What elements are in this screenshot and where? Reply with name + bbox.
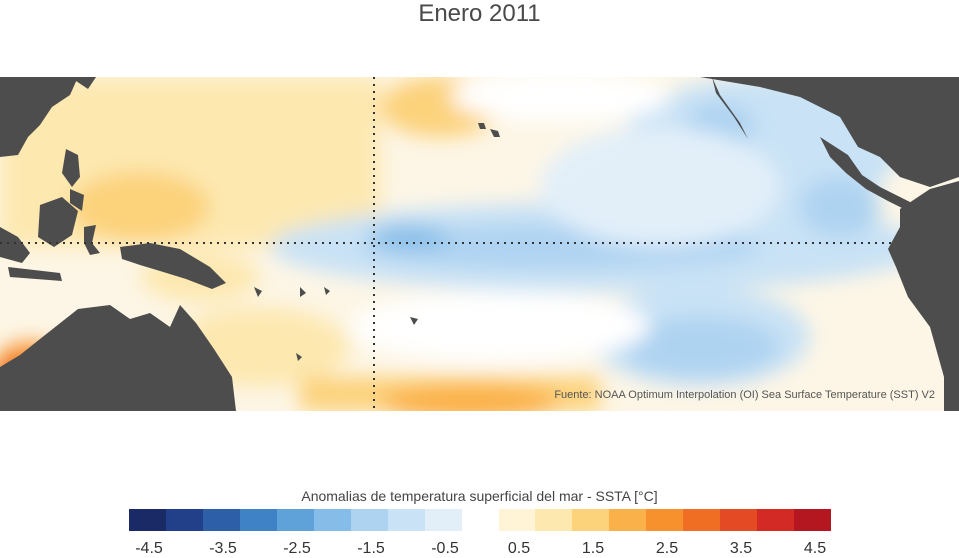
colorbar-tick-label: -4.5 [135, 540, 163, 557]
colorbar-ticks: -4.5 -3.5 -2.5 -1.5 -0.5 0.5 1.5 2.5 3.5 4.5 [0, 540, 959, 558]
colorbar-swatch [461, 509, 499, 531]
colorbar-tick-label: 0.5 [507, 540, 531, 557]
data-source-text: Fuente: NOAA Optimum Interpolation (OI) … [554, 389, 935, 401]
landmasses [0, 77, 959, 411]
colorbar-swatch [757, 509, 795, 531]
colorbar-swatch [720, 509, 758, 531]
colorbar [129, 509, 832, 531]
colorbar-swatch [794, 509, 832, 531]
colorbar-tick-label: -2.5 [283, 540, 311, 557]
colorbar-swatch [350, 509, 388, 531]
colorbar-swatch [572, 509, 610, 531]
colorbar-swatch [276, 509, 314, 531]
colorbar-tick-label: 3.5 [729, 540, 753, 557]
colorbar-tick-label: 1.5 [581, 540, 605, 557]
colorbar-swatch [609, 509, 647, 531]
colorbar-tick-label: -0.5 [431, 540, 459, 557]
colorbar-swatch [165, 509, 203, 531]
colorbar-label: Anomalias de temperatura superficial del… [301, 488, 658, 504]
colorbar-swatch [498, 509, 536, 531]
colorbar-tick-label: -1.5 [357, 540, 385, 557]
colorbar-swatch [202, 509, 240, 531]
colorbar-tick-label: 2.5 [655, 540, 679, 557]
map-title: Enero 2011 [418, 0, 541, 27]
ssta-map [0, 77, 959, 411]
colorbar-swatch [387, 509, 425, 531]
colorbar-swatch [129, 509, 166, 531]
colorbar-swatch [313, 509, 351, 531]
colorbar-swatch [683, 509, 721, 531]
colorbar-swatch [424, 509, 462, 531]
colorbar-swatch [535, 509, 573, 531]
colorbar-swatch [239, 509, 277, 531]
colorbar-tick-label: 4.5 [803, 540, 827, 557]
colorbar-tick-label: -3.5 [209, 540, 237, 557]
colorbar-swatch [646, 509, 684, 531]
